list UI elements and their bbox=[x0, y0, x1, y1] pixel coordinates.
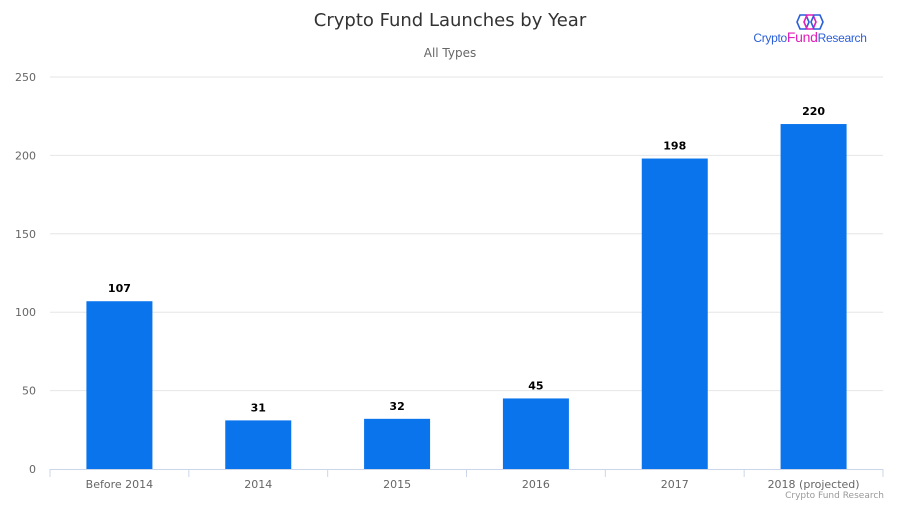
x-tick-label: Before 2014 bbox=[86, 478, 153, 491]
bar bbox=[225, 420, 292, 469]
data-label: 45 bbox=[528, 379, 543, 392]
y-tick-label: 150 bbox=[15, 228, 36, 241]
x-tick-label: 2016 bbox=[522, 478, 550, 491]
data-label: 32 bbox=[389, 400, 404, 413]
logo-text: CryptoFundResearch bbox=[752, 30, 868, 45]
logo-text-research: Research bbox=[817, 31, 867, 45]
bar bbox=[780, 124, 847, 469]
gridlines bbox=[50, 76, 883, 392]
x-tick-label: 2018 (projected) bbox=[768, 478, 860, 491]
chart-credit: Crypto Fund Research bbox=[785, 491, 884, 501]
data-label: 198 bbox=[663, 140, 686, 153]
bar bbox=[641, 158, 708, 469]
logo-text-fund: Fund bbox=[786, 29, 818, 45]
x-tick-label: 2015 bbox=[383, 478, 411, 491]
y-tick-label: 50 bbox=[22, 385, 36, 398]
data-label: 31 bbox=[251, 401, 266, 414]
bar bbox=[86, 301, 153, 469]
logo-mark-icon bbox=[796, 14, 824, 30]
data-label: 220 bbox=[802, 105, 825, 118]
bars bbox=[86, 124, 847, 469]
chart-subtitle: All Types bbox=[423, 46, 477, 60]
x-tick-label: 2017 bbox=[661, 478, 689, 491]
y-tick-label: 250 bbox=[15, 71, 36, 84]
bar bbox=[364, 418, 431, 469]
chart-title: Crypto Fund Launches by Year bbox=[313, 10, 587, 31]
x-axis: Before 2014 2014 2015 2016 2017 2018 (project… bbox=[49, 469, 884, 491]
bar bbox=[502, 398, 569, 469]
data-labels: 107 31 32 45 198 220 bbox=[108, 105, 825, 414]
logo-text-crypto: Crypto bbox=[753, 31, 787, 45]
y-axis-ticks: 0 50 100 150 200 250 bbox=[15, 71, 36, 476]
y-tick-label: 100 bbox=[15, 306, 36, 319]
y-tick-label: 0 bbox=[29, 463, 36, 476]
y-tick-label: 200 bbox=[15, 149, 36, 162]
data-label: 107 bbox=[108, 282, 131, 295]
crypto-fund-research-logo: CryptoFundResearch bbox=[752, 14, 868, 48]
x-tick-label: 2014 bbox=[244, 478, 272, 491]
